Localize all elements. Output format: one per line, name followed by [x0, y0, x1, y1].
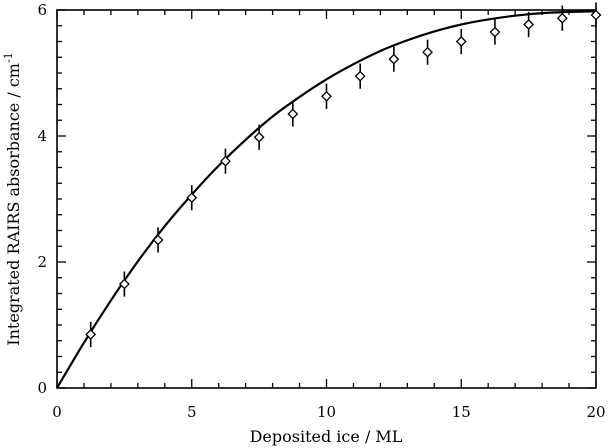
data-point [422, 39, 433, 65]
x-tick-label: 5 [187, 403, 197, 421]
diamond-marker [523, 19, 535, 30]
data-point [523, 11, 535, 38]
data-point [220, 148, 231, 174]
y-axis-title-superscript: -1 [2, 52, 15, 63]
data-point [388, 46, 400, 72]
diamond-marker [422, 46, 433, 58]
diamond-marker [489, 26, 501, 38]
data-point [489, 19, 501, 45]
data-point [590, 2, 602, 28]
diamond-marker [85, 329, 97, 340]
y-tick-label: 6 [37, 1, 47, 19]
data-point [186, 185, 198, 211]
data-point [253, 124, 265, 150]
y-axis-title-group: Integrated RAIRS absorbance / cm-1 [2, 52, 23, 345]
data-point [321, 83, 332, 109]
diamond-marker [253, 131, 265, 143]
diamond-marker [287, 108, 299, 120]
x-axis-ticks: 0 5 10 15 20 [52, 10, 606, 421]
data-point [85, 321, 97, 348]
y-axis-ticks: 0 2 4 6 [37, 1, 596, 397]
x-axis-title: Deposited ice / ML [250, 427, 403, 446]
diamond-marker [118, 278, 130, 290]
diamond-marker [354, 70, 366, 82]
x-tick-label: 15 [452, 403, 471, 421]
y-axis-title: Integrated RAIRS absorbance / cm [4, 63, 23, 346]
diamond-marker [590, 9, 602, 21]
x-tick-label: 20 [586, 403, 605, 421]
data-point [556, 5, 568, 31]
diamond-marker [321, 90, 332, 102]
fit-curve-layer [56, 10, 597, 389]
svg-text:Integrated RAIRS absorbance /: Integrated RAIRS absorbance / cm-1 [2, 52, 23, 345]
data-point [455, 28, 467, 55]
diamond-marker [220, 155, 231, 167]
data-point [152, 227, 164, 253]
plot-frame [56, 9, 597, 389]
y-tick-label: 2 [37, 253, 47, 271]
diamond-marker [186, 192, 198, 204]
data-point [287, 101, 299, 127]
data-point [118, 271, 130, 297]
diamond-marker [388, 53, 400, 65]
diamond-marker [152, 234, 164, 246]
x-tick-label: 10 [317, 403, 336, 421]
data-point [354, 63, 366, 89]
data-points-layer [85, 2, 602, 348]
x-tick-label: 0 [52, 403, 62, 421]
y-tick-label: 4 [37, 127, 47, 145]
diamond-marker [556, 12, 568, 24]
diamond-marker [455, 36, 467, 47]
fit-curve [56, 10, 597, 389]
y-tick-label: 0 [37, 379, 47, 397]
